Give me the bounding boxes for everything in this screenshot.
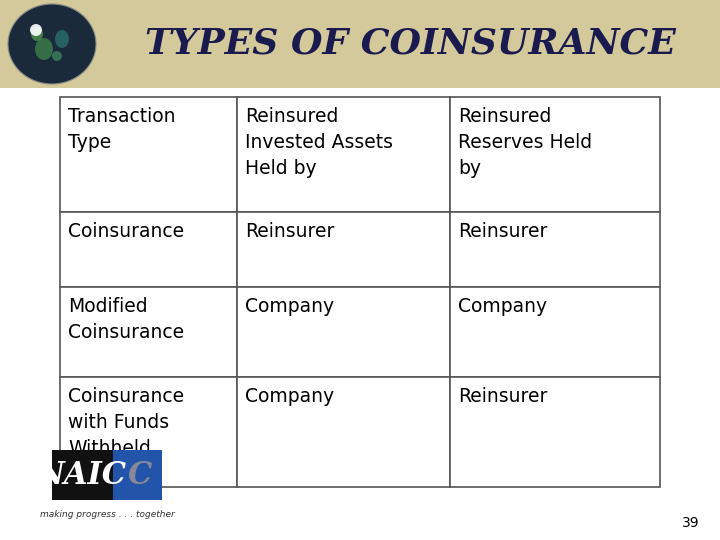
Bar: [60, 212, 237, 287]
Bar: [237, 212, 450, 287]
Bar: [450, 212, 660, 287]
Bar: [112, 450, 162, 500]
Bar: [450, 377, 660, 487]
Text: Reinsurer: Reinsurer: [458, 387, 547, 406]
Bar: [450, 287, 660, 377]
Bar: [60, 97, 237, 212]
Bar: [237, 287, 450, 377]
Text: Coinsurance
with Funds
Withheld: Coinsurance with Funds Withheld: [68, 387, 184, 457]
Text: NAIC: NAIC: [37, 460, 127, 490]
Text: Reinsured
Invested Assets
Held by: Reinsured Invested Assets Held by: [245, 107, 393, 178]
Text: Coinsurance: Coinsurance: [68, 222, 184, 241]
Bar: [237, 377, 450, 487]
Ellipse shape: [55, 30, 69, 48]
Text: 39: 39: [683, 516, 700, 530]
Text: Modified
Coinsurance: Modified Coinsurance: [68, 297, 184, 342]
Bar: [52, 450, 112, 500]
Bar: [60, 377, 237, 487]
Bar: [0, 0, 720, 88]
Ellipse shape: [52, 51, 62, 61]
Bar: [450, 97, 660, 212]
Text: Transaction
Type: Transaction Type: [68, 107, 176, 152]
Text: Reinsurer: Reinsurer: [245, 222, 334, 241]
Text: C: C: [128, 460, 152, 490]
Text: Company: Company: [245, 297, 334, 316]
Bar: [237, 97, 450, 212]
Text: Company: Company: [245, 387, 334, 406]
Bar: [60, 287, 237, 377]
Text: making progress . . . together: making progress . . . together: [40, 510, 174, 519]
Text: Reinsurer: Reinsurer: [458, 222, 547, 241]
Text: Reinsured
Reserves Held
by: Reinsured Reserves Held by: [458, 107, 592, 178]
Text: TYPES OF COINSURANCE: TYPES OF COINSURANCE: [145, 27, 675, 61]
Ellipse shape: [8, 4, 96, 84]
Text: Company: Company: [458, 297, 547, 316]
Ellipse shape: [31, 27, 43, 41]
Circle shape: [30, 24, 42, 36]
Ellipse shape: [35, 38, 53, 60]
